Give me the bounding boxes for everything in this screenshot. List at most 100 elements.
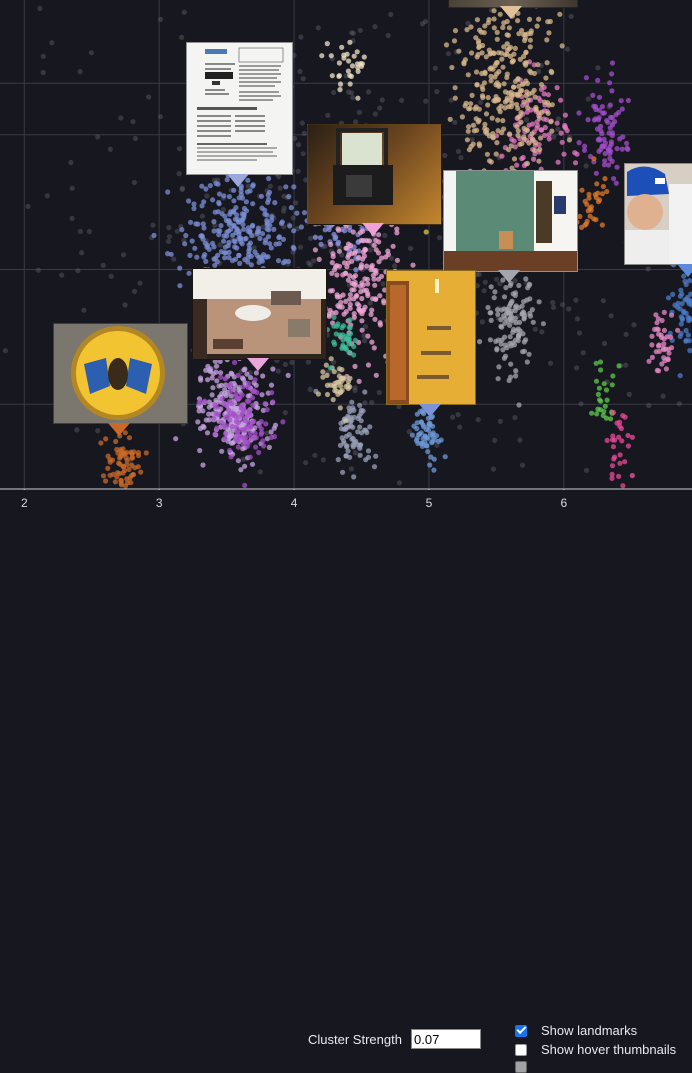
data-point xyxy=(350,30,356,36)
data-point xyxy=(218,249,224,255)
landmark-thumbnail[interactable] xyxy=(307,124,442,225)
data-point xyxy=(210,197,216,203)
data-point xyxy=(538,135,544,141)
data-point xyxy=(518,110,524,116)
data-point xyxy=(77,69,83,75)
data-point xyxy=(519,87,525,94)
data-point xyxy=(224,233,230,239)
data-point xyxy=(663,366,670,372)
data-point xyxy=(367,300,373,306)
data-point xyxy=(239,411,245,417)
data-point xyxy=(373,296,379,302)
data-point xyxy=(523,49,529,55)
third-option-toggle[interactable] xyxy=(515,1061,541,1073)
data-point xyxy=(186,198,192,204)
data-point xyxy=(260,438,266,444)
data-point xyxy=(117,455,123,461)
data-point xyxy=(105,465,111,471)
data-point xyxy=(660,393,666,399)
data-point xyxy=(351,53,357,59)
show-landmarks-toggle[interactable]: Show landmarks xyxy=(515,1023,637,1038)
data-point xyxy=(469,137,475,143)
data-point xyxy=(521,315,527,321)
show-landmarks-checkbox[interactable] xyxy=(515,1024,527,1037)
data-point xyxy=(624,140,630,146)
landmark-thumbnail[interactable] xyxy=(443,170,578,272)
data-point xyxy=(215,252,221,258)
data-point xyxy=(525,105,531,111)
data-point xyxy=(86,228,92,235)
data-point xyxy=(482,129,489,135)
data-point xyxy=(683,337,689,344)
data-point xyxy=(222,244,228,250)
data-point xyxy=(223,431,229,437)
landmark-thumbnail[interactable] xyxy=(192,268,327,360)
data-point xyxy=(358,289,364,295)
data-point xyxy=(666,350,672,356)
data-point xyxy=(347,296,353,302)
data-point xyxy=(69,215,75,221)
data-point xyxy=(368,264,374,270)
data-point xyxy=(187,252,193,258)
data-point xyxy=(276,234,282,240)
data-point xyxy=(129,462,135,468)
data-point xyxy=(555,159,561,165)
data-point xyxy=(292,135,298,141)
data-point xyxy=(357,402,363,408)
data-point xyxy=(211,228,217,234)
data-point xyxy=(500,347,506,353)
data-point xyxy=(564,46,571,52)
data-point xyxy=(619,438,625,444)
third-option-checkbox[interactable] xyxy=(515,1061,527,1073)
data-point xyxy=(369,339,375,345)
data-point xyxy=(371,464,378,470)
data-point xyxy=(291,184,297,190)
data-point xyxy=(349,399,355,405)
data-point xyxy=(248,375,254,381)
data-point xyxy=(501,294,508,300)
data-point xyxy=(345,413,351,419)
data-point xyxy=(515,333,522,339)
scatter-plot[interactable] xyxy=(0,0,692,490)
data-point xyxy=(488,73,494,79)
data-point xyxy=(499,56,505,62)
data-point xyxy=(452,95,458,101)
data-point xyxy=(114,474,120,480)
data-point xyxy=(298,224,304,230)
data-point xyxy=(137,280,143,286)
data-point xyxy=(363,457,369,463)
data-point xyxy=(373,453,379,459)
show-hover-thumbnails-toggle[interactable]: Show hover thumbnails xyxy=(515,1042,676,1057)
data-point xyxy=(616,473,622,479)
data-point xyxy=(472,106,478,112)
data-point xyxy=(331,369,337,375)
data-point xyxy=(343,433,349,439)
data-point xyxy=(371,276,377,282)
data-point xyxy=(488,78,494,84)
data-point xyxy=(296,142,302,148)
data-point xyxy=(524,297,530,303)
data-point xyxy=(331,314,337,320)
landmark-thumbnail[interactable] xyxy=(186,42,293,175)
data-point xyxy=(272,200,278,206)
data-point xyxy=(480,86,486,92)
cluster-strength-input[interactable] xyxy=(411,1029,481,1049)
data-point xyxy=(345,89,352,95)
data-point xyxy=(562,122,568,129)
data-point xyxy=(550,304,557,310)
data-point xyxy=(203,367,209,373)
data-point xyxy=(81,307,87,313)
data-point xyxy=(419,21,426,27)
data-point xyxy=(371,242,377,248)
data-point xyxy=(541,116,547,122)
data-point xyxy=(388,255,395,261)
landmark-thumbnail[interactable] xyxy=(53,323,188,424)
data-point xyxy=(509,298,515,304)
landmark-thumbnail[interactable] xyxy=(386,270,476,405)
data-point xyxy=(334,272,340,278)
show-hover-thumbnails-checkbox[interactable] xyxy=(515,1043,527,1056)
data-point xyxy=(352,363,358,369)
data-point xyxy=(596,94,603,100)
data-point xyxy=(219,396,225,402)
landmark-thumbnail[interactable] xyxy=(624,163,692,265)
